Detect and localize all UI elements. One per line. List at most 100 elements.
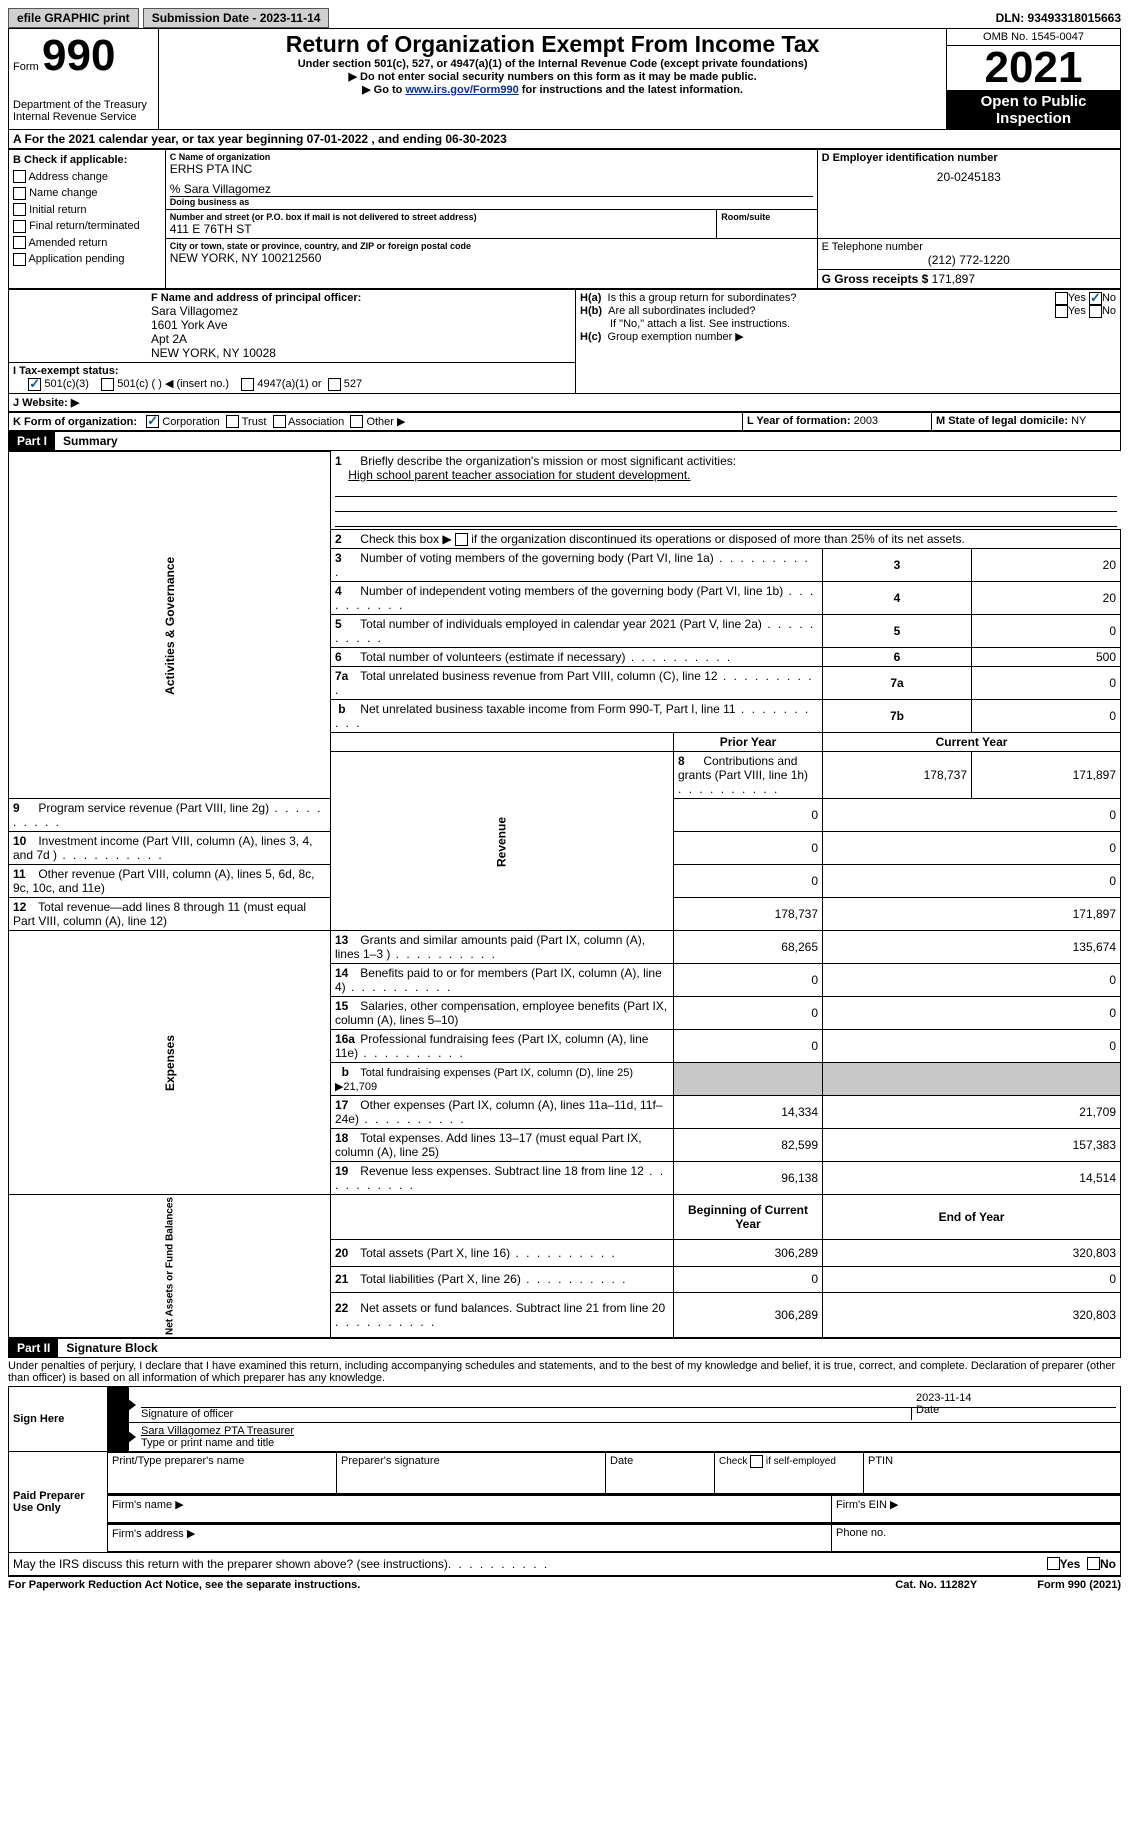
part1-badge: Part I (9, 432, 55, 450)
line16a-curr: 0 (823, 1030, 1121, 1063)
checkbox-initial-return[interactable] (13, 203, 26, 216)
line9-curr: 0 (823, 799, 1121, 832)
checkbox-corp[interactable] (146, 415, 159, 428)
checkbox-discontinued[interactable] (455, 533, 468, 546)
city-label: City or town, state or province, country… (170, 241, 813, 251)
opt-501c3: 501(c)(3) (44, 378, 89, 390)
checkbox-501c3[interactable] (28, 378, 41, 391)
line12-curr: 171,897 (823, 898, 1121, 931)
checkbox-other[interactable] (350, 415, 363, 428)
checkbox-name-change[interactable] (13, 187, 26, 200)
cb-label-1: Name change (29, 187, 98, 199)
cb-label-0: Address change (28, 171, 108, 183)
section-d-label: D Employer identification number (822, 152, 1116, 164)
dba-label: Doing business as (170, 197, 813, 207)
form-subtitle: Under section 501(c), 527, or 4947(a)(1)… (163, 58, 942, 70)
ein: 20-0245183 (822, 164, 1116, 190)
opt-501c: 501(c) ( ) ◀ (insert no.) (117, 378, 229, 390)
firm-name-label: Firm's name ▶ (108, 1496, 832, 1523)
k-other: Other ▶ (366, 416, 405, 428)
ha-yes-label: Yes (1068, 292, 1086, 305)
website-label: J Website: ▶ (13, 397, 79, 409)
section-f-label: F Name and address of principal officer: (151, 292, 571, 304)
hb-no-label: No (1102, 305, 1116, 318)
line15-curr: 0 (823, 997, 1121, 1030)
form-page: Form 990 (2021) (1037, 1579, 1121, 1591)
part2-title: Signature Block (66, 1341, 157, 1355)
part1-title: Summary (63, 434, 118, 448)
line6-text: Total number of volunteers (estimate if … (360, 650, 625, 664)
line4-val: 20 (972, 582, 1121, 615)
summary-table: Activities & Governance 1 Briefly descri… (8, 451, 1121, 1338)
line8-curr: 171,897 (972, 752, 1121, 799)
checkbox-527[interactable] (328, 378, 341, 391)
cb-label-3: Final return/terminated (29, 220, 140, 232)
ptin-label: PTIN (864, 1453, 1121, 1494)
discuss-text: May the IRS discuss this return with the… (13, 1557, 448, 1571)
opt-527: 527 (344, 378, 362, 390)
irs-label: Internal Revenue Service (13, 111, 154, 123)
checkbox-hb-no[interactable] (1089, 305, 1102, 318)
efile-print-button[interactable]: efile GRAPHIC print (8, 8, 139, 28)
phone-label: Phone no. (832, 1525, 1121, 1552)
tax-year: 2021 (947, 46, 1120, 90)
checkbox-ha-yes[interactable] (1055, 292, 1068, 305)
checkbox-4947[interactable] (241, 378, 254, 391)
checkbox-discuss-no[interactable] (1087, 1557, 1100, 1570)
line14-curr: 0 (823, 964, 1121, 997)
line15-prior: 0 (674, 997, 823, 1030)
vert-activities: Activities & Governance (9, 452, 331, 799)
checkbox-self-employed[interactable] (750, 1455, 763, 1468)
city-state-zip: NEW YORK, NY 100212560 (170, 251, 813, 265)
telephone: (212) 772-1220 (822, 253, 1116, 267)
line2-text: Check this box ▶ if the organization dis… (360, 532, 965, 546)
street-label: Number and street (or P.O. box if mail i… (170, 212, 712, 222)
note-goto-post: for instructions and the latest informat… (519, 84, 743, 96)
checkbox-assoc[interactable] (273, 415, 286, 428)
signature-table: Sign Here Signature of officer 2023-11-1… (8, 1386, 1121, 1553)
hb-yes-label: Yes (1068, 305, 1086, 318)
checkbox-amended-return[interactable] (13, 236, 26, 249)
form-title: Return of Organization Exempt From Incom… (163, 31, 942, 58)
officer-addr1: 1601 York Ave (151, 318, 571, 332)
sig-date: 2023-11-14 (916, 1392, 1116, 1404)
checkbox-discuss-yes[interactable] (1047, 1557, 1060, 1570)
discuss-yes: Yes (1060, 1557, 1081, 1571)
officer-name: Sara Villagomez (151, 304, 571, 318)
line8-prior: 178,737 (823, 752, 972, 799)
k-assoc: Association (288, 416, 344, 428)
care-of: % Sara Villagomez (170, 182, 813, 197)
checkbox-hb-yes[interactable] (1055, 305, 1068, 318)
form-number: 990 (42, 31, 115, 80)
line21-prior: 0 (674, 1266, 823, 1292)
line12-prior: 178,737 (674, 898, 823, 931)
form-label: Form (13, 61, 39, 73)
line18-prior: 82,599 (674, 1129, 823, 1162)
form-org-table: K Form of organization: Corporation Trus… (8, 412, 1121, 432)
checkbox-501c[interactable] (101, 378, 114, 391)
line13-prior: 68,265 (674, 931, 823, 964)
section-g-label: G Gross receipts $ (822, 272, 929, 286)
checkbox-trust[interactable] (226, 415, 239, 428)
room-label: Room/suite (721, 212, 812, 222)
street-address: 411 E 76TH ST (170, 222, 712, 236)
open-to-public: Open to Public Inspection (947, 91, 1121, 130)
line5-val: 0 (972, 615, 1121, 648)
line19-prior: 96,138 (674, 1162, 823, 1195)
form-header-table: Form 990 Department of the Treasury Inte… (8, 28, 1121, 130)
submission-date-button[interactable]: Submission Date - 2023-11-14 (143, 8, 330, 28)
line9-text: Program service revenue (Part VIII, line… (38, 801, 269, 815)
line7a-val: 0 (972, 667, 1121, 700)
officer-addr2: Apt 2A (151, 332, 571, 346)
checkbox-application-pending[interactable] (13, 253, 26, 266)
line21-curr: 0 (823, 1266, 1121, 1292)
note-ssn: ▶ Do not enter social security numbers o… (163, 70, 942, 83)
checkbox-final-return[interactable] (13, 220, 26, 233)
cb-label-5: Application pending (28, 253, 124, 265)
irs-link[interactable]: www.irs.gov/Form990 (405, 84, 518, 96)
checkbox-ha-no[interactable] (1089, 292, 1102, 305)
checkbox-address-change[interactable] (13, 170, 26, 183)
line1-label: Briefly describe the organization's miss… (360, 454, 736, 468)
part1-header-row: Part I Summary (8, 431, 1121, 451)
cat-number: Cat. No. 11282Y (895, 1579, 977, 1591)
